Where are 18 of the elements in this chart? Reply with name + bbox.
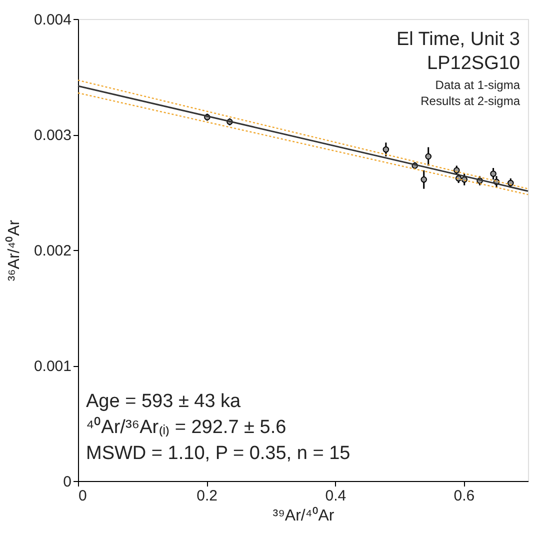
y-tick-label: 0.002 xyxy=(34,242,72,260)
x-axis-title: ³⁹Ar/⁴⁰Ar xyxy=(272,506,335,524)
annotation: MSWD = 1.10, P = 0.35, n = 15 xyxy=(86,443,350,464)
annotation: LP12SG10 xyxy=(427,53,520,74)
x-tick-label: 0.2 xyxy=(196,488,218,504)
x-tick-label: 0.6 xyxy=(454,488,475,504)
y-tick-label: 0.001 xyxy=(34,358,72,375)
y-tick-label: 0.004 xyxy=(34,12,72,28)
annotation: ⁴⁰Ar/³⁶Ar₍ᵢ₎ = 292.7 ± 5.6 xyxy=(86,416,286,438)
x-tick-label: 0 xyxy=(78,488,87,504)
annotation: Results at 2-sigma xyxy=(420,94,520,108)
y-tick-label: 0.003 xyxy=(34,127,72,144)
annotation: Data at 1-sigma xyxy=(435,78,520,92)
annotation: El Time, Unit 3 xyxy=(396,29,520,50)
y-tick-label: 0 xyxy=(63,474,72,490)
y-axis-title: ³⁶Ar/⁴⁰Ar xyxy=(4,219,23,282)
annotation: Age = 593 ± 43 ka xyxy=(86,391,242,412)
x-tick-label: 0.4 xyxy=(325,488,346,504)
